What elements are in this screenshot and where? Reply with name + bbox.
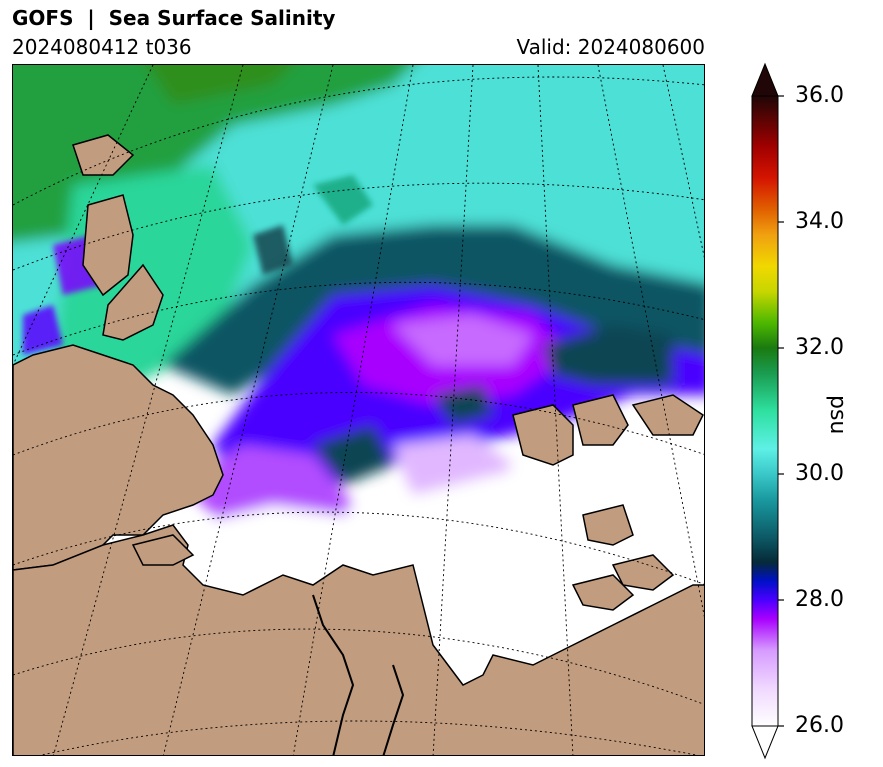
salinity-colorbar bbox=[751, 62, 784, 760]
map-title: GOFS | Sea Surface Salinity bbox=[12, 6, 336, 30]
colorbar-tick-label: 34.0 bbox=[795, 209, 844, 234]
colorbar-tick-label: 36.0 bbox=[795, 83, 844, 108]
colorbar-tick-label: 30.0 bbox=[795, 461, 844, 486]
map-canvas bbox=[13, 65, 704, 755]
colorbar-bar bbox=[751, 95, 779, 727]
colorbar-tick-label: 32.0 bbox=[795, 335, 844, 360]
valid-timestamp: Valid: 2024080600 bbox=[516, 35, 705, 59]
run-timestamp: 2024080412 t036 bbox=[12, 35, 192, 59]
colorbar-unit-label: psu bbox=[825, 395, 850, 435]
salinity-map[interactable] bbox=[12, 64, 705, 756]
graticule bbox=[13, 65, 704, 755]
colorbar-tick-label: 26.0 bbox=[795, 713, 844, 738]
colorbar-extend-max bbox=[751, 62, 779, 97]
colorbar-tick-label: 28.0 bbox=[795, 587, 844, 612]
colorbar-extend-min bbox=[751, 725, 779, 760]
colorbar-ticks bbox=[778, 95, 784, 727]
rivers bbox=[312, 594, 405, 755]
